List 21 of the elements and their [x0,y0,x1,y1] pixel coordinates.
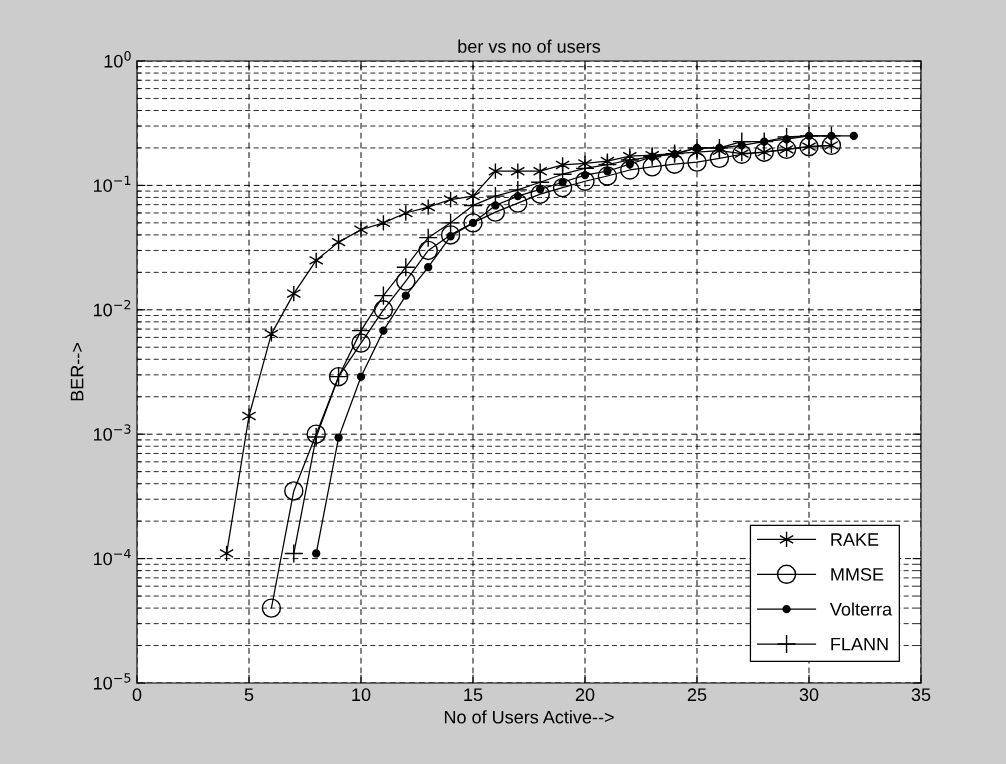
legend-label: MMSE [831,567,884,581]
y-tick-label: 10$^{−3}$ [93,424,131,441]
y-axis-title: BER--> [70,343,84,401]
x-tick-label: 5 [244,688,254,702]
y-tick-label: 10$^{0}$ [104,51,131,68]
legend-label: Volterra [829,602,893,616]
x-tick-label: 10 [352,688,371,702]
x-tick-label: 35 [911,688,931,702]
x-tick-label: 15 [464,688,483,702]
y-tick-label: 10$^{−2}$ [93,299,131,317]
x-axis-title: No of Users Active--> [444,710,614,724]
y-tick-label: 10$^{−1}$ [93,175,131,192]
x-tick-label: 25 [687,688,707,702]
x-tick-label: 20 [575,688,595,702]
chart-title: ber vs no of users [458,39,601,53]
y-tick-label: 10$^{−4}$ [93,548,131,566]
x-tick-label: 0 [132,688,142,702]
legend-label: FLANN [831,637,888,651]
legend-label: RAKE [831,533,879,546]
x-tick-label: 30 [799,688,819,702]
y-tick-label: 10$^{−5}$ [93,673,131,690]
